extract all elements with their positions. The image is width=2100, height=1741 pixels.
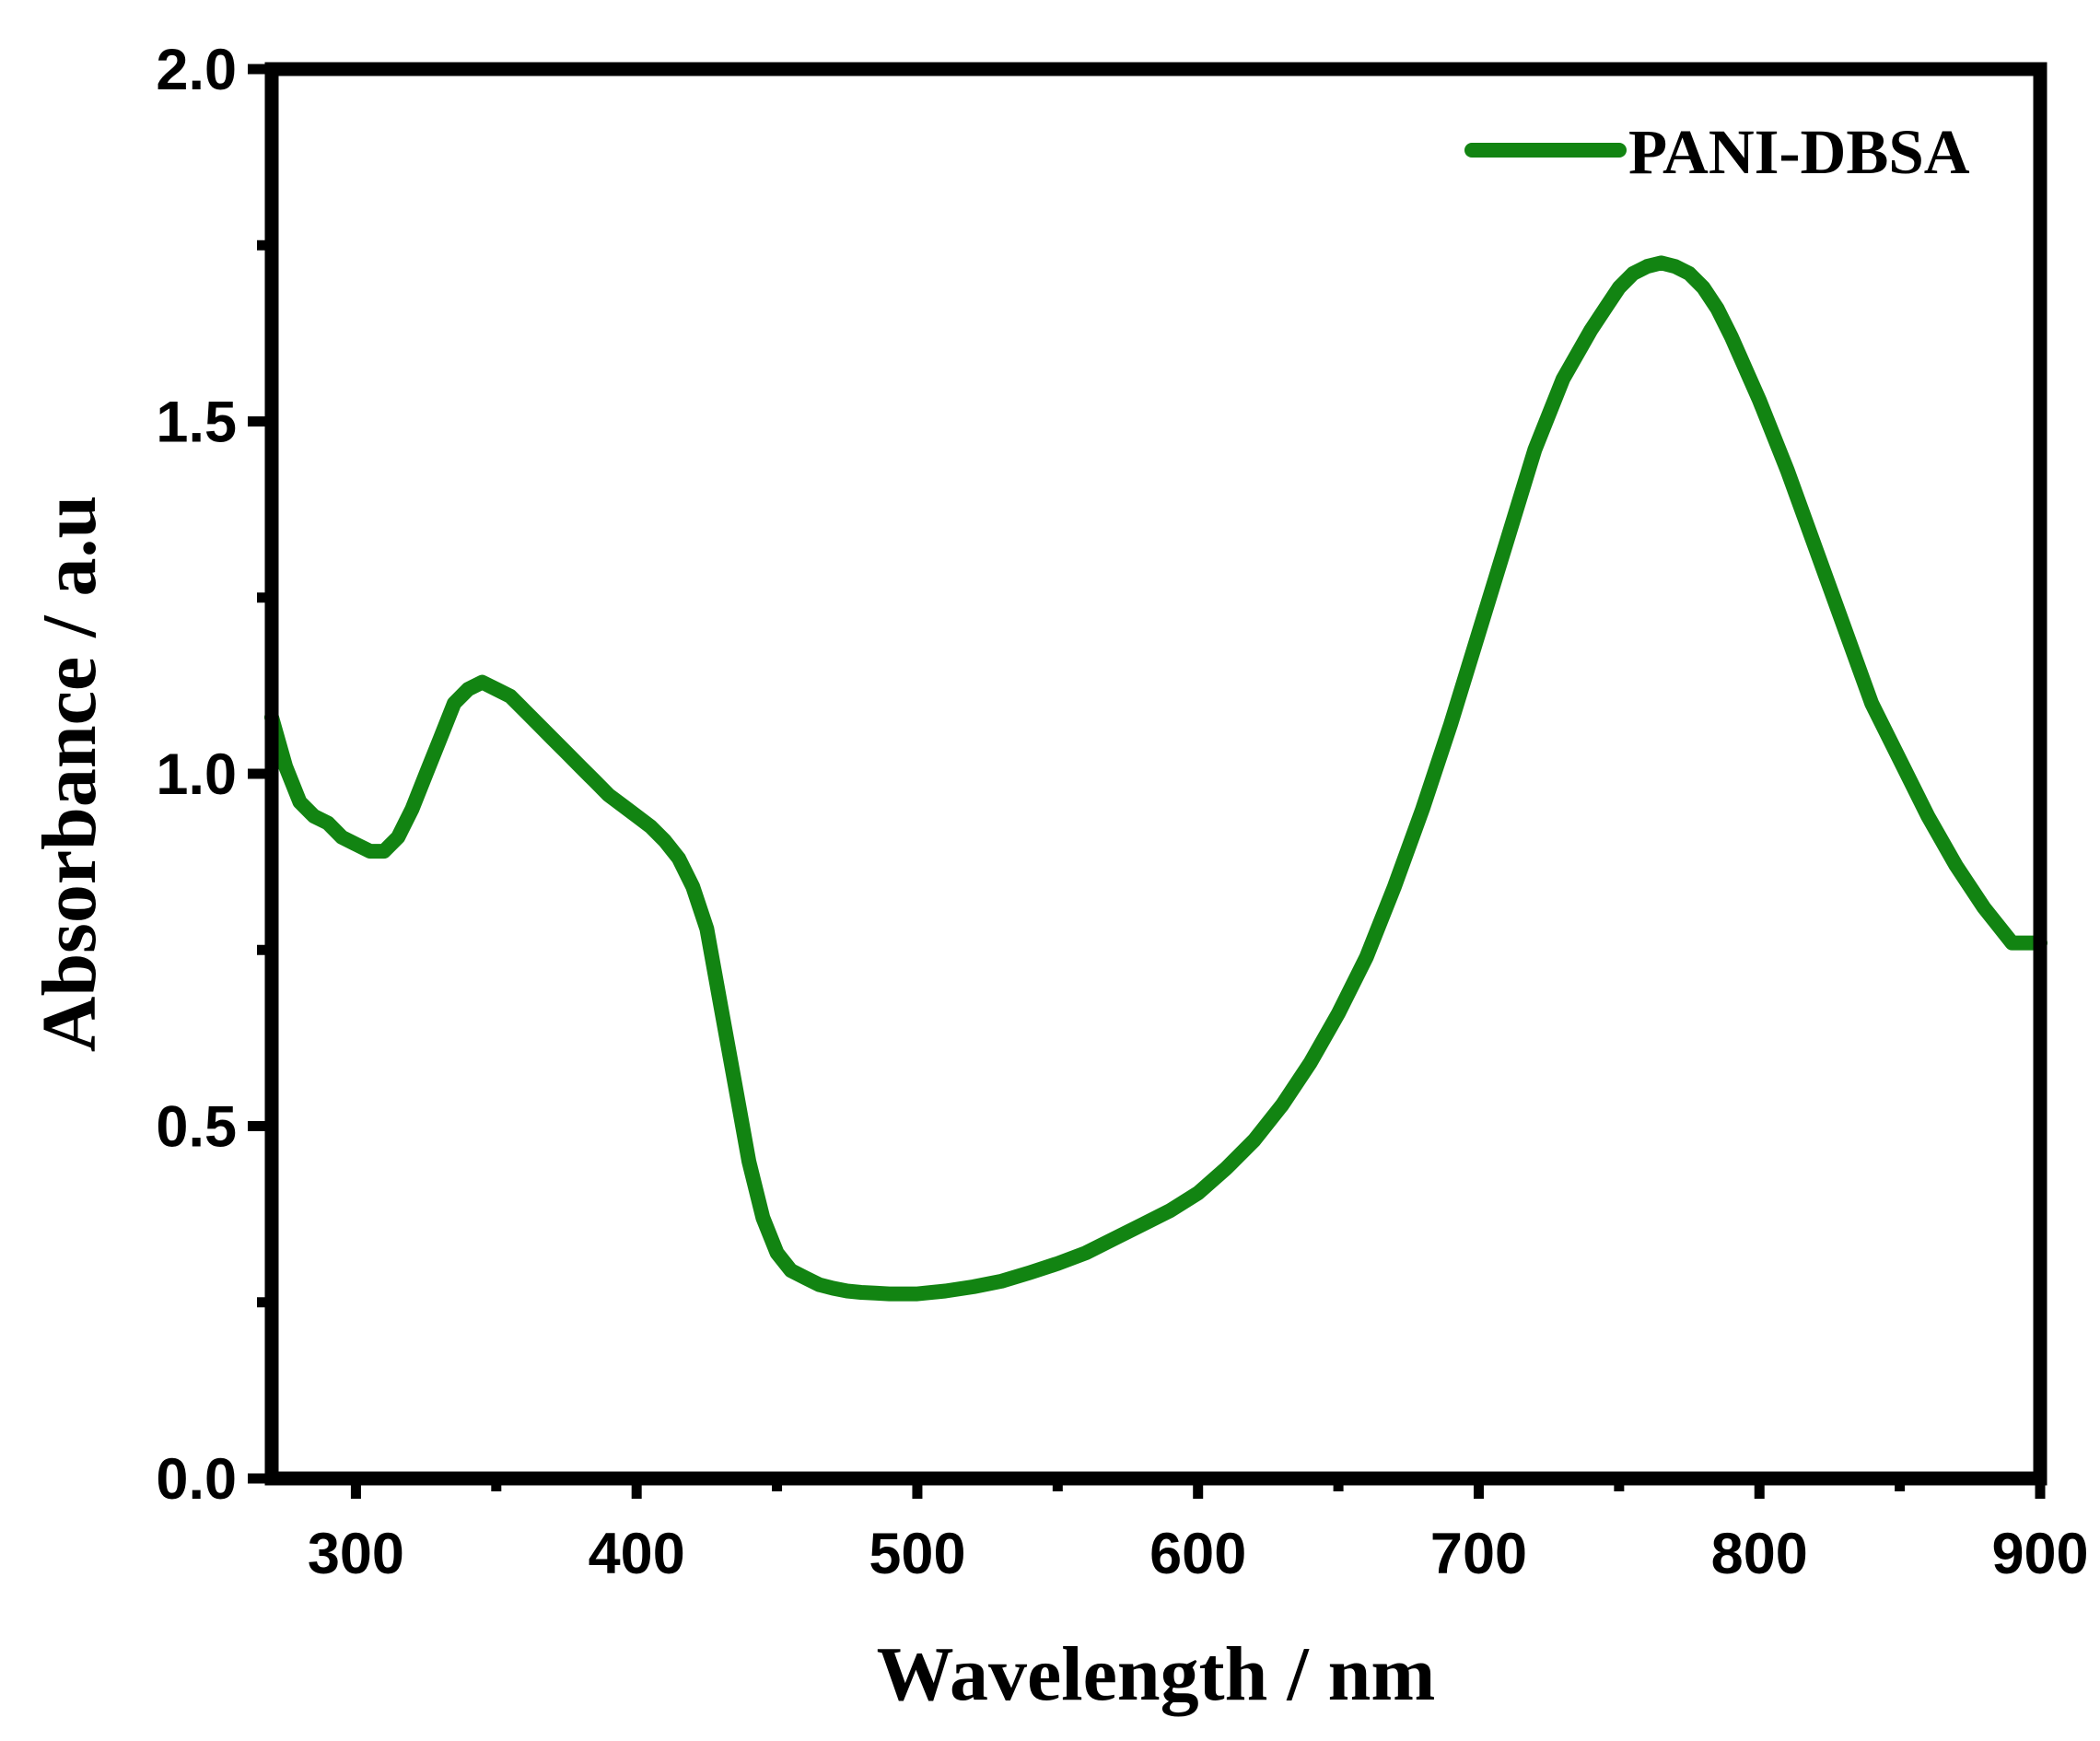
x-tick-label: 800 xyxy=(1711,1522,1808,1586)
y-tick-label: 2.0 xyxy=(156,38,237,102)
x-tick-label: 700 xyxy=(1430,1522,1527,1586)
x-tick-label: 600 xyxy=(1149,1522,1246,1586)
legend: PANI-DBSA xyxy=(1464,117,1970,187)
legend-label-pani-dbsa: PANI-DBSA xyxy=(1628,117,1970,187)
x-tick-label: 400 xyxy=(589,1522,685,1586)
x-tick-label: 900 xyxy=(1991,1522,2088,1586)
y-tick-label: 1.0 xyxy=(156,742,237,807)
x-tick-label: 300 xyxy=(308,1522,404,1586)
series-line-pani-dbsa xyxy=(264,255,2048,1302)
plot-frame xyxy=(264,62,2048,1486)
y-tick-label: 0.5 xyxy=(156,1095,237,1160)
y-tick-label: 0.0 xyxy=(156,1447,237,1512)
y-axis-title: Absorbance / a.u xyxy=(27,496,112,1052)
y-tick-label: 1.5 xyxy=(156,391,237,455)
x-axis-title: Wavelength / nm xyxy=(877,1631,1436,1717)
x-tick-label: 500 xyxy=(869,1522,965,1586)
x-axis-tick-labels: 300 400 500 600 700 800 900 xyxy=(308,1522,2089,1586)
y-axis-tick-labels: 0.0 0.5 1.0 1.5 2.0 xyxy=(156,38,237,1512)
